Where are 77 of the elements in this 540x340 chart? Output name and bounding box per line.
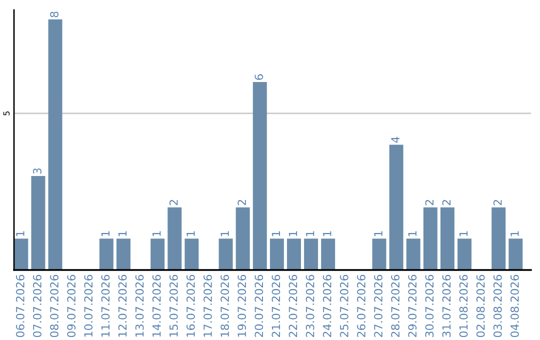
bar [492,207,506,270]
bar [440,207,454,270]
bar [372,238,386,270]
x-tick-label: 22.07.2026 [288,274,298,337]
data-label: 1 [272,231,280,236]
x-tick-label: 27.07.2026 [374,274,382,337]
x-tick-label: 26.07.2026 [357,274,366,337]
data-label: 2 [169,200,178,206]
bar [14,238,28,270]
data-label: 2 [493,200,502,206]
x-tick-label: 04.08.2026 [510,274,519,338]
x-tick-label: 15.07.2026 [169,274,178,337]
data-label: 1 [459,231,468,236]
x-tick-label: 25.07.2026 [340,274,348,337]
data-label: 1 [152,231,161,236]
bar [31,176,46,270]
data-label: 1 [408,231,416,236]
bar [236,207,250,270]
x-tick-label: 01.08.2026 [459,274,468,338]
x-tick-label: 16.07.2026 [186,274,195,337]
x-tick-label: 14.07.2026 [152,274,161,337]
x-tick-label: 08.07.2026 [50,274,58,338]
data-label: 6 [254,74,264,80]
x-tick-label: 10.07.2026 [84,274,93,337]
x-tick-label: 12.07.2026 [118,274,127,337]
x-tick-label: 30.07.2026 [425,274,434,337]
data-label: 1 [16,231,24,236]
bar [286,238,301,270]
bar [184,238,199,270]
x-tick-label: 20.07.2026 [254,274,264,337]
data-label: 1 [186,231,195,236]
x-tick-label: 29.07.2026 [408,274,417,337]
bar [270,238,284,270]
data-label: 4 [391,136,400,143]
data-label: 2 [442,200,451,206]
bar [304,238,318,270]
bar [150,238,165,270]
bar [321,238,336,270]
x-tick-label: 07.07.2026 [33,274,42,338]
bar [458,238,472,270]
x-tick-label: 21.07.2026 [272,274,280,337]
data-label: 1 [374,231,382,236]
data-label: 1 [306,231,314,236]
bar [48,19,62,270]
data-label: 2 [238,200,246,206]
x-tick-label: 24.07.2026 [322,274,332,337]
x-tick-label: 06.07.2026 [16,274,24,338]
data-label: 1 [118,231,127,236]
bar [423,207,438,270]
bar [218,238,233,270]
y-tick-label: 5 [3,111,10,116]
x-tick-label: 31.07.2026 [442,274,451,337]
bar [252,82,267,270]
bar [406,238,420,270]
x-tick-label: 11.07.2026 [101,274,110,337]
bar [168,207,182,270]
x-tick-label: 09.07.2026 [67,274,76,338]
x-tick-label: 23.07.2026 [306,274,314,337]
data-label: 2 [425,200,434,206]
data-label: 3 [33,168,42,174]
x-tick-label: 03.08.2026 [493,274,502,338]
data-label: 8 [50,12,58,18]
x-tick-label: 13.07.2026 [135,274,144,337]
data-label: 1 [323,231,332,236]
x-tick-label: 02.08.2026 [476,274,485,338]
data-label: 1 [101,231,110,236]
x-tick-label: 19.07.2026 [238,274,246,337]
bar [508,238,523,270]
bar [116,238,130,270]
bar [99,238,114,270]
x-tick-label: 18.07.2026 [220,274,230,337]
x-tick-label: 28.07.2026 [391,274,400,337]
bar [389,144,404,270]
data-label: 1 [510,231,519,236]
x-tick-label: 17.07.2026 [204,274,212,337]
data-label: 1 [220,231,229,236]
data-label: 1 [288,231,298,236]
